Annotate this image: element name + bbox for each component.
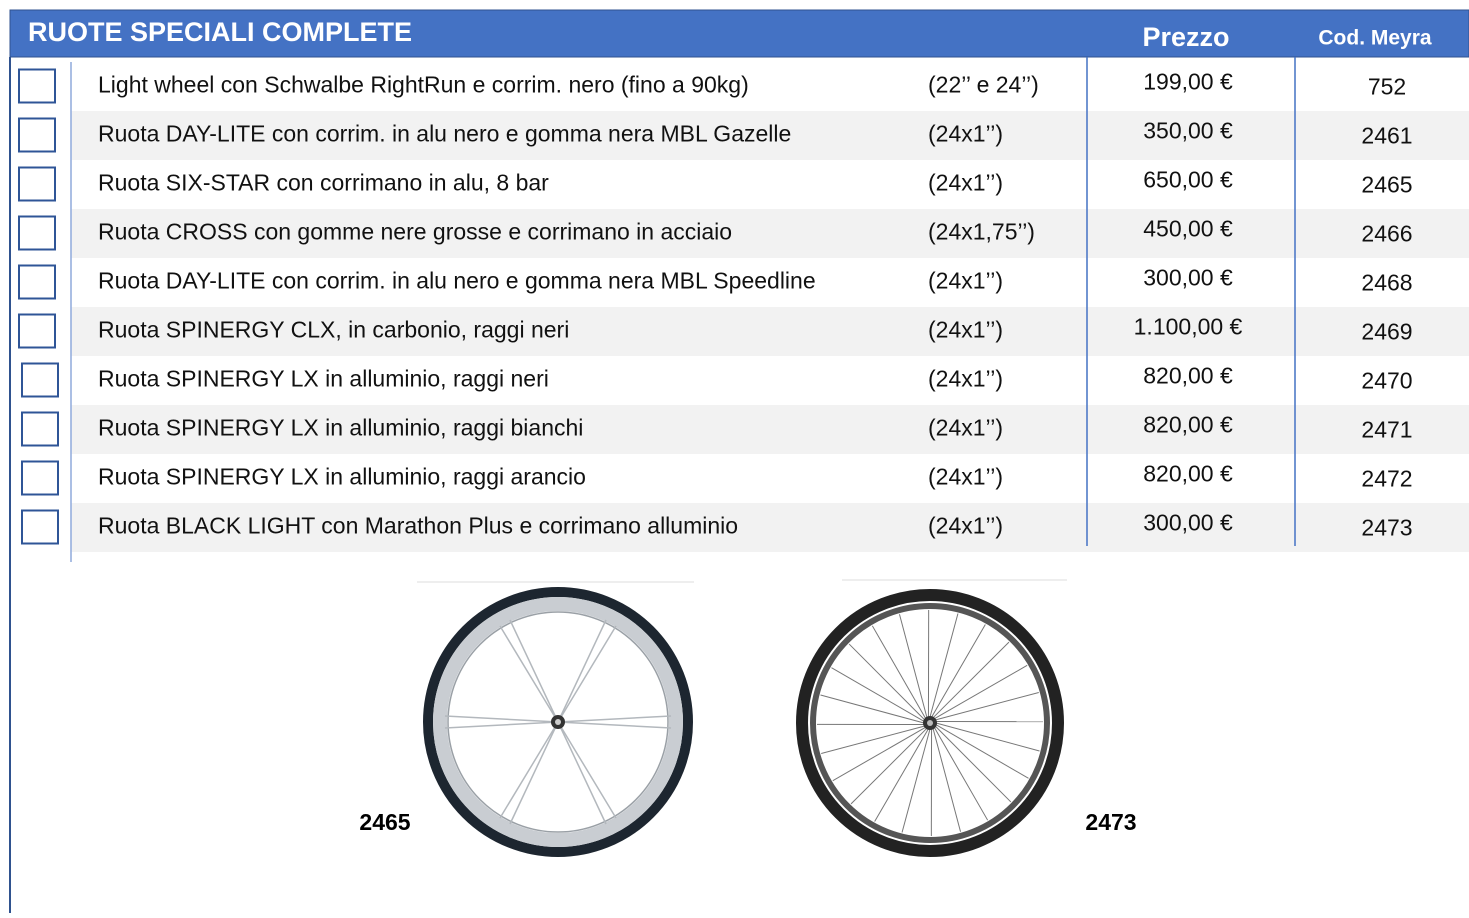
size: (24x1’’) (928, 170, 1003, 196)
description: Ruota DAY-LITE con corrim. in alu nero e… (98, 268, 816, 294)
image-caption: 2465 (359, 809, 410, 835)
price: 199,00 € (1143, 69, 1233, 95)
code: 2469 (1361, 319, 1412, 345)
size: (24x1’’) (928, 464, 1003, 490)
code: 2466 (1361, 221, 1412, 247)
size: (24x1’’) (928, 317, 1003, 343)
description: Ruota BLACK LIGHT con Marathon Plus e co… (98, 513, 738, 539)
price: 650,00 € (1143, 167, 1233, 193)
checkbox[interactable] (19, 217, 55, 250)
price-header: Prezzo (1142, 22, 1229, 52)
price: 450,00 € (1143, 216, 1233, 242)
code: 2473 (1361, 515, 1412, 541)
checkbox[interactable] (22, 413, 58, 446)
description: Ruota SPINERGY CLX, in carbonio, raggi n… (98, 317, 569, 343)
description: Ruota CROSS con gomme nere grosse e corr… (98, 219, 732, 245)
description: Light wheel con Schwalbe RightRun e corr… (98, 72, 749, 98)
size: (24x1,75’’) (928, 219, 1035, 245)
price: 820,00 € (1143, 461, 1233, 487)
code: 2471 (1361, 417, 1412, 443)
code-header: Cod. Meyra (1318, 27, 1432, 50)
size: (24x1’’) (928, 513, 1003, 539)
size: (24x1’’) (928, 415, 1003, 441)
page: RUOTE SPECIALI COMPLETE Prezzo Cod. Meyr… (0, 0, 1469, 913)
table: Light wheel con Schwalbe RightRun e corr… (19, 69, 1469, 552)
checkbox[interactable] (19, 266, 55, 299)
description: Ruota SPINERGY LX in alluminio, raggi ar… (98, 464, 586, 490)
checkbox[interactable] (19, 119, 55, 152)
checkbox[interactable] (19, 70, 55, 103)
size: (24x1’’) (928, 268, 1003, 294)
price: 820,00 € (1143, 412, 1233, 438)
wheel-image (417, 582, 694, 862)
price: 1.100,00 € (1134, 314, 1243, 340)
checkbox[interactable] (19, 315, 55, 348)
checkbox[interactable] (22, 364, 58, 397)
checkbox[interactable] (22, 462, 58, 495)
price: 300,00 € (1143, 510, 1233, 536)
price: 300,00 € (1143, 265, 1233, 291)
description: Ruota SPINERGY LX in alluminio, raggi ne… (98, 366, 549, 392)
price: 820,00 € (1143, 363, 1233, 389)
code: 2465 (1361, 172, 1412, 198)
header-title: RUOTE SPECIALI COMPLETE (28, 17, 412, 47)
checkbox[interactable] (19, 168, 55, 201)
description: Ruota SPINERGY LX in alluminio, raggi bi… (98, 415, 583, 441)
wheel-image (802, 580, 1067, 851)
code: 2461 (1361, 123, 1412, 149)
image-caption: 2473 (1085, 809, 1136, 835)
code: 752 (1368, 74, 1406, 100)
size: (22’’ e 24’’) (928, 72, 1039, 98)
code: 2472 (1361, 466, 1412, 492)
description: Ruota DAY-LITE con corrim. in alu nero e… (98, 121, 791, 147)
price: 350,00 € (1143, 118, 1233, 144)
code: 2468 (1361, 270, 1412, 296)
size: (24x1’’) (928, 366, 1003, 392)
checkbox[interactable] (22, 511, 58, 544)
description: Ruota SIX-STAR con corrimano in alu, 8 b… (98, 170, 549, 196)
size: (24x1’’) (928, 121, 1003, 147)
code: 2470 (1361, 368, 1412, 394)
